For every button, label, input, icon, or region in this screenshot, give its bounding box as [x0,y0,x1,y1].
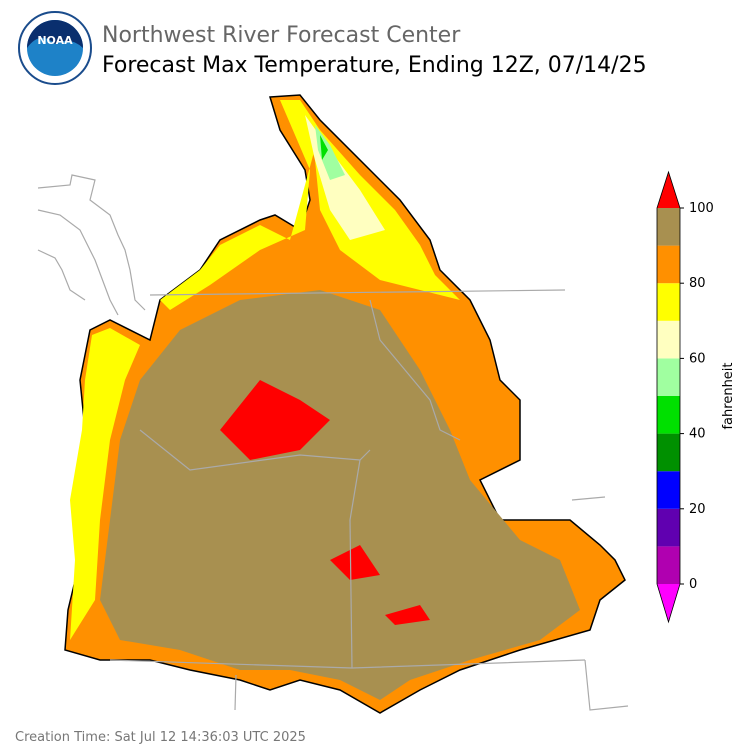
colorbar-segment [657,208,680,246]
colorbar-segment [657,358,680,396]
state-boundaries [109,289,629,711]
colorbar-tick-label: 100 [689,201,714,216]
logo-text: NOAA [37,34,73,47]
colorbar-segment [657,320,680,359]
colorbar-tick-label: 80 [689,276,706,291]
colorbar-segment [657,245,680,284]
colorbar-segment [657,283,680,321]
logo: NOAA [18,11,92,85]
colorbar-segment [657,508,680,547]
creation-time: Creation Time: Sat Jul 12 14:36:03 UTC 2… [15,730,306,745]
forecast-basin [64,94,626,714]
colorbar-tick-label: 0 [689,577,697,592]
colorbar-tick-label: 20 [689,502,706,517]
colorbar-label: fahrenheit [721,362,736,429]
colorbar-over [657,172,680,208]
colorbar-under [657,584,680,622]
org-title: Northwest River Forecast Center [102,23,461,48]
colorbar-tick-label: 60 [689,351,706,366]
colorbar-tick-label: 40 [689,427,706,442]
colorbar-segment [657,433,680,472]
map-title: Forecast Max Temperature, Ending 12Z, 07… [102,53,647,78]
colorbar-segment [657,396,680,434]
colorbar-segment [657,546,680,584]
colorbar-segment [657,471,680,509]
coastline [37,174,146,316]
